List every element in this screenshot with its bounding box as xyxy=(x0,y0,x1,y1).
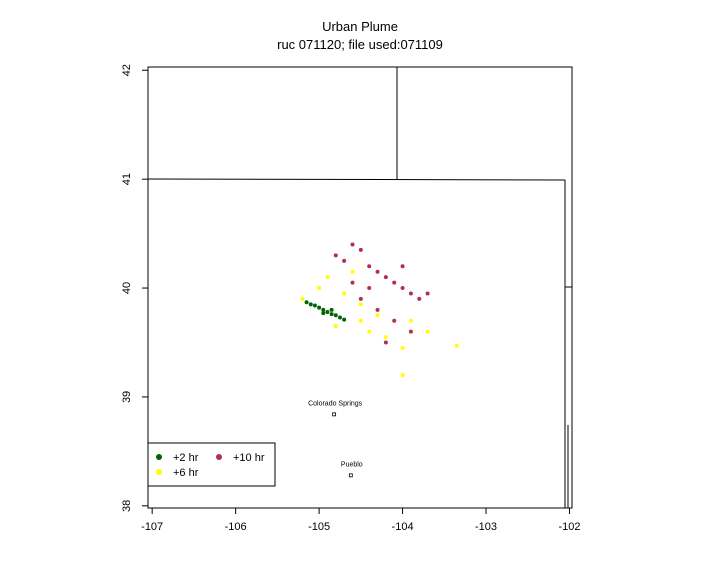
city-label: Colorado Springs xyxy=(308,400,363,407)
point xyxy=(454,343,459,348)
point xyxy=(358,296,363,301)
point xyxy=(400,373,405,378)
y-tick-label: 40 xyxy=(121,282,133,294)
city-marker xyxy=(348,473,353,478)
point xyxy=(342,317,347,322)
point xyxy=(408,329,413,334)
point xyxy=(350,242,355,247)
point xyxy=(300,296,305,301)
chart-title: Urban Plume xyxy=(322,19,398,34)
point xyxy=(383,335,388,340)
point xyxy=(333,253,338,258)
legend-label: +2 hr xyxy=(173,452,199,464)
x-tick-label: -102 xyxy=(558,521,580,533)
legend-swatch xyxy=(216,454,222,460)
point xyxy=(350,280,355,285)
y-tick-label: 38 xyxy=(121,500,133,512)
point xyxy=(400,264,405,269)
point xyxy=(317,305,322,310)
point xyxy=(342,258,347,263)
point xyxy=(317,286,322,291)
point xyxy=(350,269,355,274)
city-label: Pueblo xyxy=(341,461,363,468)
legend-label: +10 hr xyxy=(233,452,265,464)
city-marker xyxy=(332,412,337,417)
point xyxy=(367,329,372,334)
point xyxy=(400,286,405,291)
point xyxy=(375,307,380,312)
point xyxy=(383,275,388,280)
x-tick-label: -104 xyxy=(392,521,414,533)
point xyxy=(304,300,309,305)
y-tick-label: 41 xyxy=(121,173,133,185)
point xyxy=(342,291,347,296)
point xyxy=(325,275,330,280)
point xyxy=(425,329,430,334)
y-tick-label: 39 xyxy=(121,391,133,403)
point xyxy=(308,302,313,307)
x-tick-label: -106 xyxy=(225,521,247,533)
point xyxy=(392,280,397,285)
legend-swatch xyxy=(156,469,162,475)
point xyxy=(333,324,338,329)
chart-subtitle: ruc 071120; file used:071109 xyxy=(277,37,443,52)
point xyxy=(358,302,363,307)
point xyxy=(325,310,330,314)
point xyxy=(367,264,372,269)
legend-label: +6 hr xyxy=(173,467,199,479)
point xyxy=(367,286,372,291)
x-tick-label: -103 xyxy=(475,521,497,533)
point xyxy=(358,247,363,252)
point xyxy=(392,318,397,323)
point xyxy=(417,296,422,301)
point xyxy=(400,345,405,350)
point xyxy=(425,291,430,296)
point xyxy=(337,315,342,320)
point xyxy=(333,313,338,318)
legend: +2 hr +6 hr +10 hr xyxy=(147,442,276,487)
point xyxy=(321,307,326,312)
legend-box xyxy=(147,442,276,487)
point xyxy=(375,269,380,274)
point xyxy=(329,312,334,317)
point xyxy=(375,313,380,318)
point xyxy=(329,307,334,312)
point xyxy=(358,318,363,323)
point xyxy=(383,340,388,345)
point xyxy=(312,303,317,308)
point xyxy=(408,318,413,323)
state-borders xyxy=(147,67,572,508)
point xyxy=(408,291,413,296)
plot-frame xyxy=(147,66,573,509)
point xyxy=(321,311,326,316)
y-tick-label: 42 xyxy=(121,64,133,76)
x-tick-label: -105 xyxy=(308,521,330,533)
x-tick-label: -107 xyxy=(141,521,163,533)
legend-swatch xyxy=(156,454,162,460)
